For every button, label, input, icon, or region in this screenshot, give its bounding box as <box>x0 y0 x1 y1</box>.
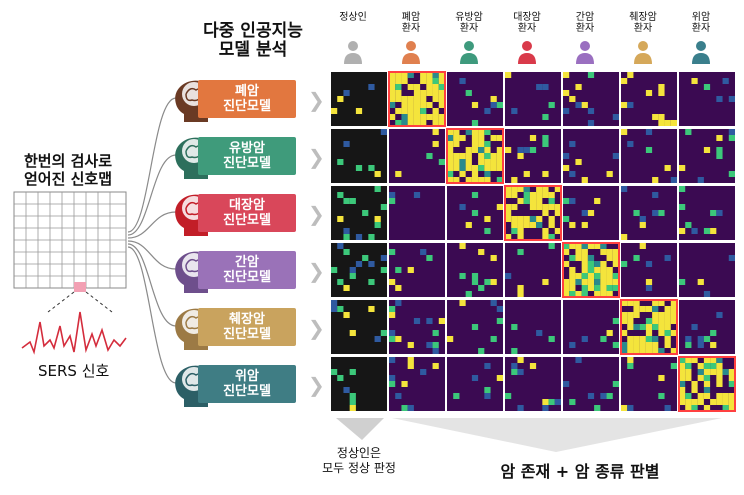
heatmap-cell <box>389 129 445 183</box>
heatmap-cell <box>621 186 677 240</box>
model-label-colon: 대장암 진단모델 <box>198 194 296 232</box>
heatmap-cell <box>446 128 504 184</box>
heatmap-cell <box>621 357 677 411</box>
column-label-normal: 정상인 <box>339 12 367 23</box>
column-label-lung: 폐암 환자 <box>401 12 421 34</box>
signal-map-title: 한번의 검사로 얻어진 신호맵 <box>8 152 128 188</box>
model-liver: 간암 진단모델 ❯ <box>168 245 325 293</box>
selected-pixel <box>74 282 86 292</box>
heatmap-cell <box>504 185 562 241</box>
sers-spectrum <box>21 311 127 355</box>
signal-map-title-line2: 얻어진 신호맵 <box>23 170 113 188</box>
heatmap-cell <box>447 357 503 411</box>
heatmap-cell <box>563 186 619 240</box>
person-icon <box>402 41 420 64</box>
heatmap-cell <box>505 129 561 183</box>
heatmap-cell <box>679 72 735 126</box>
column-label-colon: 대장암 환자 <box>513 12 541 34</box>
normal-result-line1: 정상인은 <box>336 446 382 460</box>
heatmap-cell <box>331 357 387 411</box>
signal-map-title-line1: 한번의 검사로 <box>23 152 113 170</box>
bottom-arrows <box>336 418 722 452</box>
chevron-right-icon: ❯ <box>308 259 325 283</box>
chevron-right-icon: ❯ <box>308 202 325 226</box>
heatmap-cell <box>679 243 735 297</box>
heatmap-cell <box>621 129 677 183</box>
model-label-liver: 간암 진단모델 <box>198 251 296 289</box>
heatmap-cell <box>447 186 503 240</box>
person-icon <box>518 41 536 64</box>
model-stomach: 위암 진단모델 ❯ <box>168 359 325 407</box>
heatmap-grid <box>331 71 736 412</box>
column-label-breast: 유방암 환자 <box>455 12 483 34</box>
person-icon <box>460 41 478 64</box>
heatmap-cell <box>389 243 445 297</box>
sers-signal-label: SERS 신호 <box>38 362 110 380</box>
heatmap-cell <box>563 357 619 411</box>
heatmap-cell <box>621 243 677 297</box>
column-label-pancreas: 췌장암 환자 <box>629 12 657 34</box>
heatmap-cell <box>505 300 561 354</box>
heatmap-cell <box>679 186 735 240</box>
heatmap-cell <box>388 71 446 127</box>
heatmap-cell <box>389 300 445 354</box>
heatmap-cell <box>331 243 387 297</box>
column-label-liver: 간암 환자 <box>575 12 595 34</box>
model-label-stomach: 위암 진단모델 <box>198 365 296 403</box>
heatmap-cell <box>331 129 387 183</box>
model-breast: 유방암 진단모델 ❯ <box>168 131 325 179</box>
cancer-result-text: 암 존재 + 암 종류 판별 <box>500 462 660 481</box>
heatmap-cell <box>563 72 619 126</box>
heatmap-cell <box>679 129 735 183</box>
heatmap-cell <box>679 300 735 354</box>
heatmap-cell <box>621 72 677 126</box>
model-label-pancreas: 췌장암 진단모델 <box>198 308 296 346</box>
chevron-right-icon: ❯ <box>308 88 325 112</box>
heatmap-cell <box>563 300 619 354</box>
model-colon: 대장암 진단모델 ❯ <box>168 188 325 236</box>
heatmap-cell <box>389 357 445 411</box>
heatmap-cell <box>447 72 503 126</box>
normal-result-line2: 모두 정상 판정 <box>322 461 396 475</box>
heatmap-cell <box>389 186 445 240</box>
signal-grid <box>13 191 127 292</box>
heatmap-cell <box>620 299 678 355</box>
heatmap-cell <box>331 300 387 354</box>
person-icon <box>692 41 710 64</box>
heatmap-cell <box>447 243 503 297</box>
model-label-lung: 폐암 진단모델 <box>198 80 296 118</box>
normal-result-text: 정상인은 모두 정상 판정 <box>314 446 404 476</box>
chevron-right-icon: ❯ <box>308 373 325 397</box>
analysis-title-line1: 다중 인공지능 <box>203 21 303 41</box>
heatmap-cell <box>331 72 387 126</box>
heatmap-cell <box>505 243 561 297</box>
heatmap-cell <box>678 356 736 412</box>
heatmap-cell <box>562 242 620 298</box>
heatmap-cell <box>563 129 619 183</box>
chevron-right-icon: ❯ <box>308 145 325 169</box>
connector-lines <box>127 97 177 384</box>
person-icon <box>634 41 652 64</box>
heatmap-cell <box>505 357 561 411</box>
analysis-title-line2: 모델 분석 <box>218 40 288 60</box>
heatmap-cell <box>505 72 561 126</box>
person-icon <box>576 41 594 64</box>
person-icons <box>344 41 710 64</box>
analysis-title: 다중 인공지능 모델 분석 <box>178 22 328 60</box>
column-label-stomach: 위암 환자 <box>691 12 711 34</box>
model-lung: 폐암 진단모델 ❯ <box>168 74 325 122</box>
person-icon <box>344 41 362 64</box>
heatmap-cell <box>331 186 387 240</box>
heatmap-cell <box>447 300 503 354</box>
model-label-breast: 유방암 진단모델 <box>198 137 296 175</box>
model-pancreas: 췌장암 진단모델 ❯ <box>168 302 325 350</box>
chevron-right-icon: ❯ <box>308 316 325 340</box>
